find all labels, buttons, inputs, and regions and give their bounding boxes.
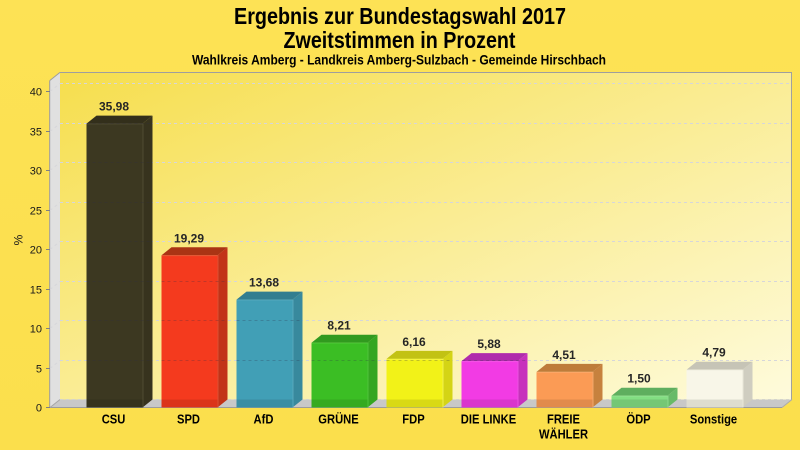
svg-text:15: 15	[30, 285, 42, 297]
svg-text:13,68: 13,68	[249, 276, 279, 290]
svg-text:4,51: 4,51	[552, 348, 576, 362]
svg-text:Zweitstimmen in Prozent: Zweitstimmen in Prozent	[284, 27, 516, 53]
svg-text:6,16: 6,16	[402, 335, 426, 349]
svg-text:Ergebnis zur Bundestagswahl 20: Ergebnis zur Bundestagswahl 2017	[234, 3, 566, 29]
svg-text:5: 5	[36, 364, 42, 376]
svg-text:1,50: 1,50	[627, 372, 651, 386]
svg-text:40: 40	[30, 87, 42, 99]
svg-text:35: 35	[30, 127, 42, 139]
svg-text:CSU: CSU	[102, 412, 126, 427]
svg-text:GRÜNE: GRÜNE	[318, 412, 359, 427]
svg-text:DIE LINKE: DIE LINKE	[461, 412, 517, 427]
svg-text:Wahlkreis Amberg - Landkreis A: Wahlkreis Amberg - Landkreis Amberg-Sulz…	[192, 51, 606, 67]
svg-text:FDP: FDP	[402, 412, 425, 427]
svg-text:0: 0	[36, 403, 42, 415]
svg-text:35,98: 35,98	[99, 100, 129, 114]
svg-text:25: 25	[30, 206, 42, 218]
svg-text:5,88: 5,88	[477, 337, 501, 351]
svg-text:10: 10	[30, 324, 42, 336]
svg-text:Sonstige: Sonstige	[690, 412, 737, 427]
svg-text:19,29: 19,29	[174, 231, 204, 245]
svg-text:8,21: 8,21	[327, 319, 351, 333]
svg-text:ÖDP: ÖDP	[626, 412, 651, 427]
svg-text:WÄHLER: WÄHLER	[539, 426, 589, 441]
svg-text:4,79: 4,79	[702, 346, 726, 360]
svg-text:AfD: AfD	[254, 412, 274, 427]
svg-text:%: %	[12, 234, 26, 245]
svg-text:30: 30	[30, 166, 42, 178]
svg-text:SPD: SPD	[177, 412, 200, 427]
svg-text:FREIE: FREIE	[547, 412, 580, 427]
svg-text:20: 20	[30, 245, 42, 257]
